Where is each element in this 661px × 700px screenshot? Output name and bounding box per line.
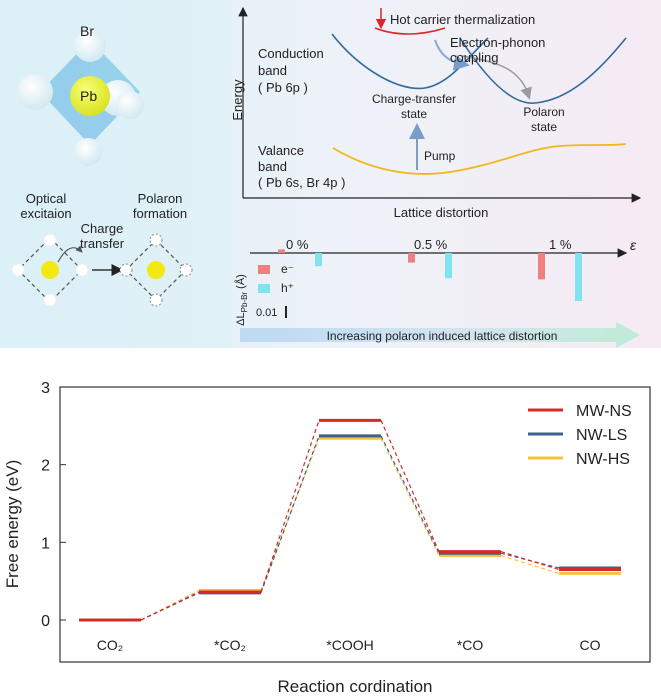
br-atom-bottom — [74, 138, 102, 166]
legend-label: NW-LS — [576, 427, 627, 444]
left-panel-tint — [0, 0, 232, 348]
octahedron-before — [11, 233, 89, 307]
strain-bar-chart: ε 0 % 0.5 % 1 % ΔLPb-Br (Å) e⁻ h⁺ 0.01 — [234, 237, 637, 326]
br-label: Br — [80, 23, 94, 39]
connector-line — [380, 435, 440, 554]
connector-line — [140, 591, 200, 621]
valence-band-label: Valance band( Pb 6s, Br 4p ) — [258, 143, 345, 190]
h-bar — [445, 253, 452, 279]
x-axis-label: Reaction cordination — [278, 677, 433, 696]
energy-axis-label: Energy — [230, 79, 245, 121]
y-tick-label: 0 — [41, 613, 50, 630]
polaron-formation-label: Polaron formation — [133, 191, 187, 221]
x-category-label: *CO — [457, 637, 484, 653]
pump-label: Pump — [424, 149, 456, 163]
hot-carrier-curve — [374, 27, 446, 35]
legend-label: MW-NS — [576, 403, 632, 420]
lattice-axis-label: Lattice distortion — [394, 205, 489, 220]
x-category-label: *COOH — [326, 637, 373, 653]
pb-label: Pb — [80, 88, 97, 104]
charge-transfer-label: Charge transfer — [80, 221, 125, 251]
plot-frame — [59, 386, 651, 663]
charge-transfer-state-label: Charge-transfer state — [372, 92, 456, 121]
electron-phonon-label: Electron-phonon coupling — [450, 35, 545, 65]
relaxation-arrow — [434, 39, 470, 71]
pb-atom-small — [41, 261, 59, 279]
legend: MW-NS NW-LS NW-HS — [528, 403, 632, 468]
e-bar — [538, 253, 545, 280]
legend-h-label: h⁺ — [281, 281, 294, 295]
strain-label-1: 0.5 % — [414, 237, 448, 252]
legend-e-swatch — [258, 265, 270, 274]
h-bar — [315, 253, 322, 267]
pb-atom — [70, 76, 110, 116]
epsilon-label: ε — [630, 237, 637, 253]
pbbr6-octahedron: Br Pb — [17, 23, 144, 166]
y-axis-label: Free energy (eV) — [3, 460, 22, 589]
br-atom-left — [17, 74, 53, 110]
legend-h-swatch — [258, 284, 270, 293]
x-category-label: CO₂ — [97, 637, 123, 653]
legend-e-label: e⁻ — [281, 262, 294, 276]
legend-label: NW-HS — [576, 451, 630, 468]
e-bar — [408, 253, 415, 263]
increasing-distortion-arrow: Increasing polaron induced lattice disto… — [240, 322, 640, 348]
hot-carrier-label: Hot carrier thermalization — [390, 12, 535, 27]
y-tick-label: 1 — [41, 535, 50, 552]
free-energy-chart: Free energy (eV) Reaction cordination MW… — [3, 380, 651, 696]
h-bar — [575, 253, 582, 301]
br-atom-back — [116, 91, 144, 119]
e-bar — [278, 249, 285, 253]
polaron-band-curve — [459, 37, 627, 104]
br-atom-top — [74, 30, 106, 62]
conduction-band-label: Conduction band( Pb 6p ) — [258, 46, 324, 95]
x-category-label: CO — [580, 637, 601, 653]
optical-excitation-label: Optical excitaion — [20, 191, 71, 221]
valence-band-curve — [332, 143, 627, 175]
energy-diagram: Energy Lattice distortion Conduction band… — [230, 6, 642, 220]
scale-label: 0.01 — [256, 307, 277, 319]
y-tick-label: 2 — [41, 458, 50, 475]
polaron-state-label: Polaron state — [523, 105, 564, 134]
connector-line — [380, 437, 440, 556]
connector-line — [260, 438, 320, 591]
connector-line — [500, 551, 560, 571]
electron-phonon-arrow — [461, 55, 532, 100]
increasing-label: Increasing polaron induced lattice disto… — [327, 329, 558, 343]
connector-line — [260, 420, 320, 593]
delta-l-axis-label: ΔLPb-Br (Å) — [234, 274, 249, 326]
pb-atom-small-after — [147, 261, 165, 279]
x-category-label: *CO₂ — [214, 637, 246, 653]
conduction-band-curve — [331, 33, 489, 90]
connector-line — [380, 420, 440, 552]
strain-label-2: 1 % — [549, 237, 572, 252]
octahedron-after — [119, 233, 193, 307]
connector-line — [500, 554, 560, 574]
strain-label-0: 0 % — [286, 237, 309, 252]
y-tick-label: 3 — [41, 380, 50, 397]
